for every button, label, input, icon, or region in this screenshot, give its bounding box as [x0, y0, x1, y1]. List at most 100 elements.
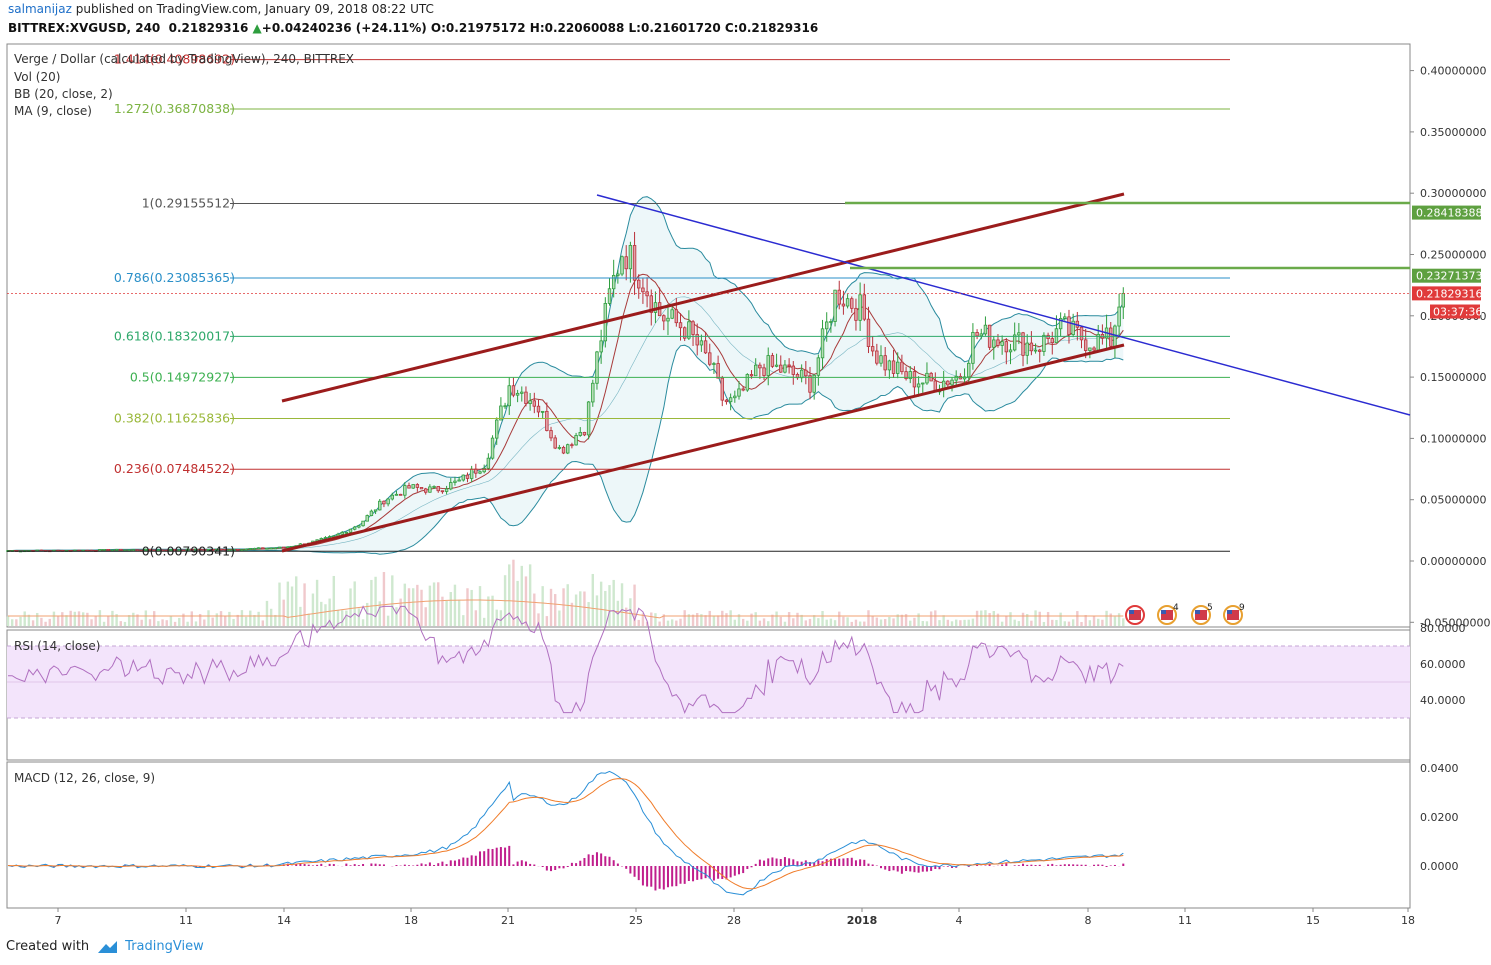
candle-body: [950, 379, 954, 386]
volume-bar: [395, 607, 398, 626]
macd-hist-bar: [1072, 864, 1075, 866]
volume-bar: [704, 615, 707, 626]
macd-hist-bar: [462, 857, 465, 866]
macd-hist-bar: [742, 866, 745, 874]
candle-body: [883, 355, 887, 371]
macd-hist-bar: [491, 849, 494, 866]
candle-body: [720, 377, 724, 401]
macd-panel-frame: [6, 761, 1411, 909]
macd-hist-bar: [370, 863, 373, 866]
price-label-bg: [1430, 304, 1480, 319]
volume-bar: [399, 598, 402, 626]
macd-hist-bar: [696, 866, 699, 880]
volume-bar: [608, 585, 611, 626]
volume-bar: [31, 620, 35, 626]
economic-event-flag-icon: [1191, 605, 1211, 625]
volume-bar: [541, 586, 544, 626]
candle-body: [624, 256, 628, 270]
volume-bar: [691, 614, 695, 626]
price-label-text: 0.23271373: [1416, 270, 1482, 283]
macd-hist-bar: [487, 848, 490, 866]
ma-legend[interactable]: MA (9, close): [14, 104, 92, 118]
price-label-bg: [1412, 286, 1481, 301]
author-link[interactable]: salmanijaz: [8, 2, 72, 16]
macd-hist-bar: [595, 852, 598, 866]
volume-bar: [98, 610, 102, 626]
price-label-box: [1430, 304, 1480, 319]
volume-bar: [629, 598, 632, 626]
candle-body: [637, 279, 641, 289]
candle-body: [390, 494, 394, 500]
fib-level-label: 0.618(0.18320017): [114, 328, 235, 343]
candle-body: [369, 510, 374, 516]
volume-bar: [178, 617, 181, 626]
candle-body: [490, 437, 495, 459]
volume-bar: [917, 613, 920, 626]
macd-hist-bar: [779, 859, 782, 866]
volume-bar: [1046, 611, 1050, 626]
volume-bar: [407, 588, 411, 626]
macd-hist-bar: [871, 864, 874, 866]
volume-bar: [963, 619, 966, 626]
candle-body: [628, 245, 633, 270]
candle-body: [670, 309, 674, 319]
candle-body: [812, 374, 816, 393]
macd-hist-bar: [541, 866, 544, 868]
volume-bar: [416, 584, 419, 626]
ohlc-values: O:0.21975172 H:0.22060088 L:0.21601720 C…: [430, 21, 819, 35]
volume-bar: [65, 615, 68, 626]
vol-legend[interactable]: Vol (20): [14, 70, 61, 84]
volume-bar: [73, 611, 77, 626]
volume-bar: [19, 616, 22, 626]
volume-bar: [132, 612, 135, 626]
candle-body: [273, 547, 278, 550]
volume-bar: [1097, 618, 1100, 626]
macd-hist-bar: [842, 858, 845, 866]
volume-bar: [36, 612, 39, 626]
volume-bar: [808, 618, 812, 626]
candle-body: [983, 324, 988, 335]
volume-bar: [909, 620, 912, 626]
fib-level-label: 0.236(0.07484522): [114, 461, 235, 476]
series-title[interactable]: Verge / Dollar (calculated by TradingVie…: [14, 52, 355, 66]
volume-bar: [587, 602, 590, 626]
volume-bar: [812, 615, 816, 626]
volume-bar: [934, 610, 937, 626]
candle-body: [173, 549, 177, 551]
candle-body: [144, 548, 148, 551]
volume-bar: [946, 619, 950, 626]
macd-hist-bar: [23, 866, 26, 868]
candle-body: [599, 340, 603, 353]
volume-bar: [871, 615, 874, 626]
candle-body: [398, 493, 403, 496]
candle-body: [265, 547, 269, 550]
bb-legend[interactable]: BB (20, close, 2): [14, 87, 113, 101]
candle-body: [185, 548, 190, 551]
macd-hist-bar: [1034, 865, 1037, 866]
macd-hist-bar: [562, 866, 565, 869]
macd-legend[interactable]: MACD (12, 26, close, 9): [14, 771, 156, 785]
volume-bar: [240, 610, 244, 626]
symbol[interactable]: BITTREX:XVGUSD, 240: [8, 21, 161, 35]
rsi-legend[interactable]: RSI (14, close): [14, 639, 101, 653]
volume-bar: [336, 609, 340, 626]
macd-hist-bar: [575, 863, 578, 866]
macd-hist-bar: [316, 864, 319, 866]
volume-bar: [194, 621, 198, 626]
volume-bar: [169, 615, 173, 626]
candle-body: [850, 298, 854, 309]
candle-body: [252, 547, 257, 550]
volume-bar: [658, 621, 661, 626]
candle-body: [1008, 349, 1013, 353]
macd-hist-bar: [625, 866, 628, 869]
tradingview-link[interactable]: TradingView: [125, 939, 204, 954]
volume-bar: [829, 618, 833, 626]
volume-bar: [925, 621, 929, 626]
event-flag: [1129, 610, 1141, 620]
candle-body: [319, 538, 323, 541]
volume-bar: [366, 602, 369, 626]
macd-hist-bar: [345, 863, 348, 866]
volume-bar: [495, 609, 498, 626]
volume-bar: [182, 613, 185, 626]
